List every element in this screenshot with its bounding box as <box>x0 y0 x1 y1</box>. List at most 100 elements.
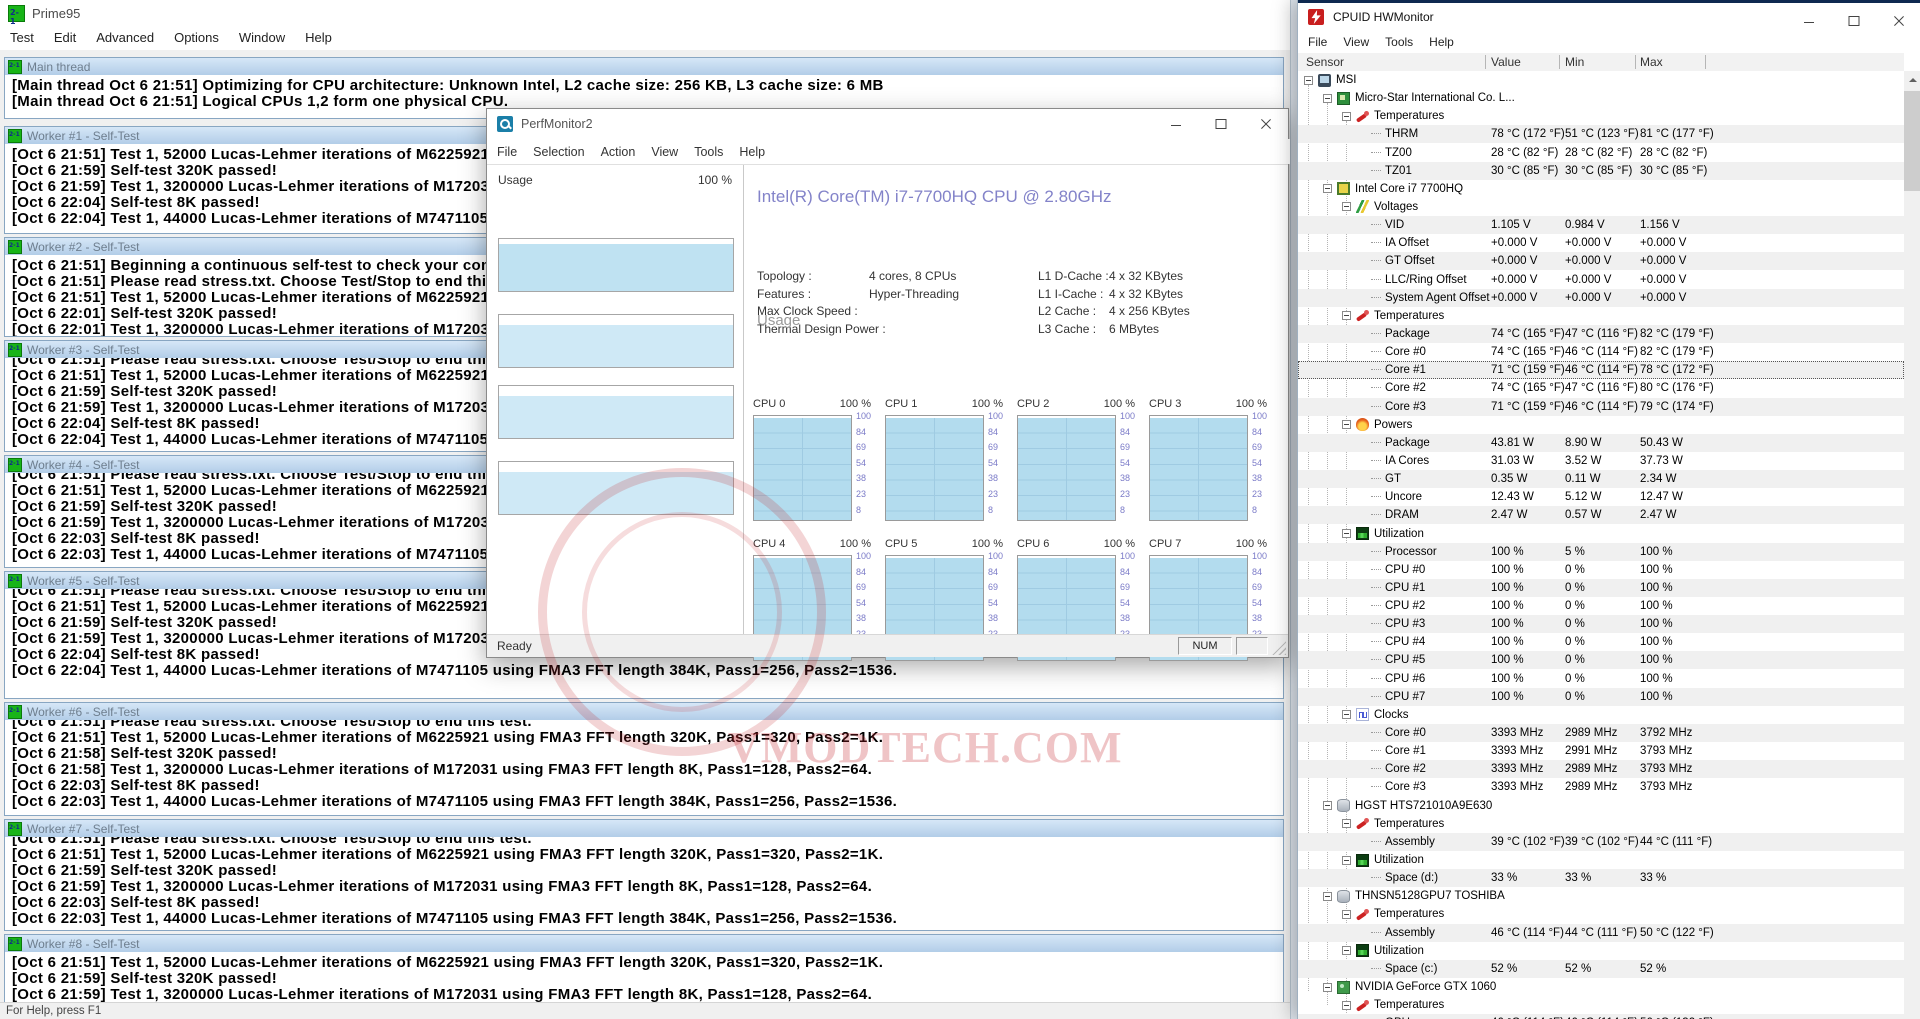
sensor-row[interactable]: CPU #7 100 % 0 % 100 % <box>1298 687 1904 706</box>
tree-collapse-box[interactable] <box>1342 710 1351 720</box>
sensor-row[interactable]: TZ00 28 °C (82 °F) 28 °C (82 °F) 28 °C (82 … <box>1298 144 1904 162</box>
sensor-row[interactable]: CPU #2 100 % 0 % 100 % <box>1298 597 1904 615</box>
tree-collapse-box[interactable] <box>1342 819 1351 829</box>
tree-collapse-box[interactable] <box>1342 1000 1351 1010</box>
scroll-up-arrow[interactable] <box>1904 71 1920 88</box>
sensor-row[interactable]: CPU #6 100 % 0 % 100 % <box>1298 670 1904 688</box>
sensor-row[interactable]: NVIDIA GeForce GTX 1060 <box>1298 978 1904 996</box>
sensor-row[interactable]: Clocks <box>1298 706 1904 724</box>
perfmonitor-menu-file[interactable]: File <box>497 144 518 159</box>
perfmonitor-menu-tools[interactable]: Tools <box>694 144 724 159</box>
sensor-row[interactable]: Core #1 3393 MHz 2991 MHz 3793 MHz <box>1298 742 1904 760</box>
sensor-row[interactable]: Package 74 °C (165 °F) 47 °C (116 °F) 82 °C… <box>1298 324 1904 343</box>
tree-collapse-box[interactable] <box>1323 93 1332 103</box>
tree-collapse-box[interactable] <box>1323 891 1332 901</box>
tree-collapse-box[interactable] <box>1342 311 1351 321</box>
sensor-row[interactable]: GT Offset +0.000 V +0.000 V +0.000 V <box>1298 252 1904 271</box>
sensor-row[interactable]: GT 0.35 W 0.11 W 2.34 W <box>1298 470 1904 489</box>
sensor-row[interactable]: CPU #1 100 % 0 % 100 % <box>1298 578 1904 597</box>
column-header-sensor[interactable]: Sensor <box>1306 55 1345 69</box>
sensor-row[interactable]: Intel Core i7 7700HQ <box>1298 180 1904 198</box>
sensor-row[interactable]: IA Cores 31.03 W 3.52 W 37.73 W <box>1298 452 1904 470</box>
sensor-row[interactable]: Package 43.81 W 8.90 W 50.43 W <box>1298 433 1904 452</box>
vertical-scrollbar[interactable] <box>1904 71 1920 1019</box>
sensor-row[interactable]: Powers <box>1298 416 1904 434</box>
sensor-row[interactable]: Micro-Star International Co. L... <box>1298 89 1904 107</box>
sensor-row[interactable]: Temperatures <box>1298 905 1904 923</box>
sensor-row[interactable]: Temperatures <box>1298 107 1904 125</box>
sensor-row[interactable]: Voltages <box>1298 198 1904 216</box>
tree-collapse-box[interactable] <box>1342 946 1351 956</box>
prime95-menu-options[interactable]: Options <box>174 30 219 45</box>
prime95-child-titlebar[interactable]: Worker #7 - Self-Test <box>5 820 1283 838</box>
sensor-row[interactable]: Space (c:) 52 % 52 % 52 % <box>1298 959 1904 978</box>
prime95-menu-advanced[interactable]: Advanced <box>96 30 155 45</box>
sensor-row[interactable]: HGST HTS721010A9E630 <box>1298 797 1904 815</box>
sensor-row[interactable]: LLC/Ring Offset +0.000 V +0.000 V +0.000 V <box>1298 271 1904 289</box>
sensor-row[interactable]: Temperatures <box>1298 307 1904 325</box>
sensor-row[interactable]: Core #0 3393 MHz 2989 MHz 3792 MHz <box>1298 724 1904 743</box>
maximize-button[interactable] <box>1198 109 1243 138</box>
sensor-row[interactable]: CPU #0 100 % 0 % 100 % <box>1298 561 1904 579</box>
sensor-row[interactable]: CPU #4 100 % 0 % 100 % <box>1298 633 1904 651</box>
sensor-row[interactable]: Utilization <box>1298 851 1904 869</box>
prime95-menu-edit[interactable]: Edit <box>53 30 77 45</box>
perfmonitor-menu-action[interactable]: Action <box>600 144 636 159</box>
column-header-max[interactable]: Max <box>1640 55 1663 69</box>
sensor-row[interactable]: Space (d:) 33 % 33 % 33 % <box>1298 869 1904 888</box>
panel-splitter[interactable] <box>743 165 744 635</box>
sensor-row[interactable]: System Agent Offset +0.000 V +0.000 V +0.00… <box>1298 288 1904 307</box>
tree-collapse-box[interactable] <box>1323 982 1332 992</box>
sensor-row[interactable]: Utilization <box>1298 525 1904 543</box>
sensor-row[interactable]: Core #3 71 °C (159 °F) 46 °C (114 °F) 79 °C… <box>1298 397 1904 416</box>
column-header-value[interactable]: Value <box>1491 55 1521 69</box>
hwmonitor-menu-tools[interactable]: Tools <box>1385 35 1414 49</box>
perfmonitor-menu-help[interactable]: Help <box>739 144 766 159</box>
sensor-row[interactable]: Core #0 74 °C (165 °F) 46 °C (114 °F) 82 °C… <box>1298 343 1904 361</box>
tree-collapse-box[interactable] <box>1342 909 1351 919</box>
scrollbar-thumb[interactable] <box>1904 91 1920 191</box>
tree-collapse-box[interactable] <box>1342 420 1351 430</box>
prime95-menu-help[interactable]: Help <box>305 30 332 45</box>
perfmonitor-titlebar[interactable]: PerfMonitor2 <box>487 109 1288 139</box>
sensor-row[interactable]: GPU46 °C (114 °F)46 °C (114 °F)56 °C (13… <box>1298 1014 1904 1019</box>
hwmonitor-titlebar[interactable]: CPUID HWMonitor <box>1298 3 1920 31</box>
prime95-child-titlebar[interactable]: Worker #6 - Self-Test <box>5 703 1283 721</box>
sensor-row[interactable]: Temperatures <box>1298 996 1904 1014</box>
sensor-row[interactable]: IA Offset +0.000 V +0.000 V +0.000 V <box>1298 234 1904 252</box>
sensor-row[interactable]: TZ01 30 °C (85 °F) 30 °C (85 °F) 30 °C (85 … <box>1298 161 1904 180</box>
sensor-row[interactable]: THNSN5128GPU7 TOSHIBA <box>1298 887 1904 905</box>
sensor-row[interactable]: Utilization <box>1298 942 1904 960</box>
prime95-menu-window[interactable]: Window <box>238 30 286 45</box>
column-header-min[interactable]: Min <box>1565 55 1585 69</box>
sensor-row[interactable]: DRAM 2.47 W 0.57 W 2.47 W <box>1298 506 1904 525</box>
sensor-row[interactable]: Core #1 71 °C (159 °F) 46 °C (114 °F) 78 °C… <box>1298 361 1904 380</box>
prime95-titlebar[interactable]: Prime95 <box>0 0 1290 26</box>
sensor-row[interactable]: Core #2 3393 MHz 2989 MHz 3793 MHz <box>1298 760 1904 779</box>
prime95-child-titlebar[interactable]: Worker #8 - Self-Test <box>5 935 1283 953</box>
hwmonitor-menu-view[interactable]: View <box>1343 35 1370 49</box>
resize-grip[interactable] <box>1272 641 1286 655</box>
sensor-row[interactable]: MSI <box>1298 71 1904 89</box>
tree-collapse-box[interactable] <box>1323 801 1332 811</box>
tree-collapse-box[interactable] <box>1342 202 1351 212</box>
minimize-button[interactable] <box>1153 109 1198 138</box>
tree-collapse-box[interactable] <box>1342 111 1351 121</box>
sensor-row[interactable]: VID 1.105 V 0.984 V 1.156 V <box>1298 216 1904 235</box>
sensor-row[interactable]: THRM 78 °C (172 °F) 51 °C (123 °F) 81 °C (1… <box>1298 125 1904 144</box>
tree-collapse-box[interactable] <box>1304 75 1313 85</box>
sensor-row[interactable]: Core #3 3393 MHz 2989 MHz 3793 MHz <box>1298 778 1904 796</box>
tree-collapse-box[interactable] <box>1323 184 1332 194</box>
hwmonitor-menu-file[interactable]: File <box>1308 35 1328 49</box>
perfmonitor-menu-view[interactable]: View <box>651 144 679 159</box>
sensor-row[interactable]: CPU #3 100 % 0 % 100 % <box>1298 615 1904 634</box>
sensor-row[interactable]: Core #2 74 °C (165 °F) 47 °C (116 °F) 80 °C… <box>1298 379 1904 397</box>
perfmonitor-menu-selection[interactable]: Selection <box>533 144 585 159</box>
sensor-row[interactable]: Temperatures <box>1298 815 1904 833</box>
close-button[interactable] <box>1243 109 1288 138</box>
sensor-row[interactable]: Processor 100 % 5 % 100 % <box>1298 542 1904 561</box>
tree-collapse-box[interactable] <box>1342 855 1351 865</box>
sensor-row[interactable]: Assembly 39 °C (102 °F) 39 °C (102 °F) 44 °… <box>1298 832 1904 851</box>
sensor-row[interactable]: CPU #5 100 % 0 % 100 % <box>1298 651 1904 670</box>
prime95-menu-test[interactable]: Test <box>10 30 34 45</box>
